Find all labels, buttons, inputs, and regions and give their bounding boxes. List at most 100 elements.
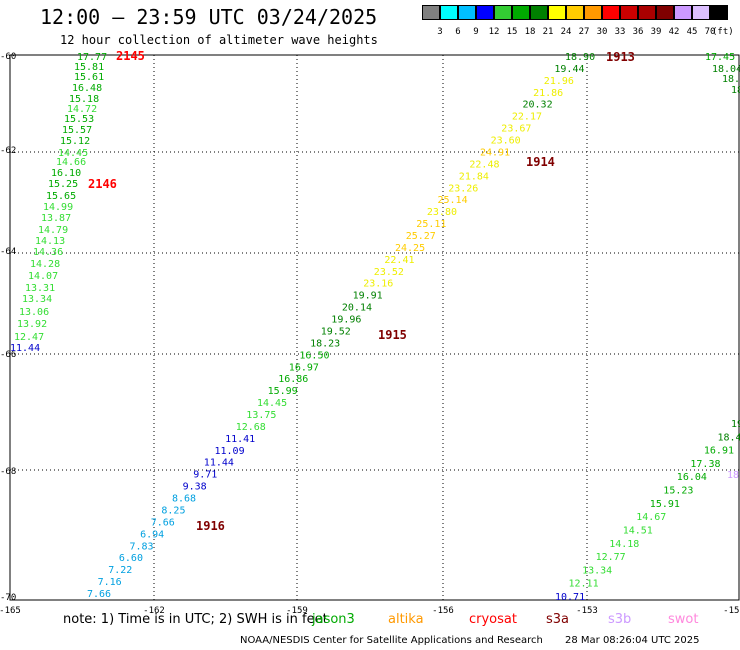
legend-swatch [638, 5, 656, 20]
lat-tick-label: -62 [0, 146, 16, 156]
legend-label: 18 [524, 27, 536, 37]
swh-label: 14.45 [58, 148, 88, 159]
legend-swatch [584, 5, 602, 20]
satellite-legend-item: s3b [608, 612, 632, 627]
swh-label: 11.41 [225, 434, 255, 445]
swh-label: 23.26 [448, 183, 478, 194]
legend-label: 30 [596, 27, 608, 37]
legend-swatch [692, 5, 710, 20]
lon-tick-label: -159 [286, 606, 308, 616]
swh-label: 21.86 [533, 88, 563, 99]
swh-label: 8.25 [161, 506, 185, 517]
legend-label: 36 [632, 27, 644, 37]
swh-label: 22.41 [384, 255, 414, 266]
lon-labels: -165 -162 -159 -156 -153 -150 [0, 606, 740, 616]
swh-label: 25.14 [438, 195, 468, 206]
swh-label: 17.45 [705, 52, 735, 63]
swh-label: 13.34 [22, 294, 52, 305]
swh-label: 19.96 [331, 315, 361, 326]
satellite-legend-item: altika [388, 612, 424, 627]
swh-label: 11.44 [10, 343, 40, 354]
footer-org: NOAA/NESDIS Center for Satellite Applica… [240, 635, 543, 646]
swh-label: 15.99 [268, 386, 298, 397]
lat-tick-label: -66 [0, 350, 16, 360]
swh-label: 18.04 [712, 64, 740, 75]
pass-id-label: 1916 [196, 519, 225, 533]
swh-label: 10.71 [555, 592, 585, 603]
legend-swatch [422, 5, 440, 20]
swh-label: 25.11 [416, 219, 446, 230]
swh-label: 19.52 [321, 327, 351, 338]
swh-label: 20.14 [342, 303, 372, 314]
footer-timestamp: 28 Mar 08:26:04 UTC 2025 [565, 635, 700, 646]
swh-label: 18 [727, 470, 739, 481]
pass-id-label: 1913 [606, 50, 635, 64]
swh-label: 16.91 [704, 446, 734, 457]
swh-label: 6.60 [119, 553, 143, 564]
swh-label: 19.91 [353, 291, 383, 302]
swh-label: 23.67 [501, 124, 531, 135]
swh-label: 15.61 [74, 72, 104, 83]
swh-label: 14.99 [43, 202, 73, 213]
swh-label: 9.38 [183, 482, 207, 493]
swh-label: 23.52 [374, 267, 404, 278]
swh-label: 14.07 [28, 271, 58, 282]
lon-tick-label: -165 [0, 606, 21, 616]
swh-label: 11.09 [215, 446, 245, 457]
legend-label: 9 [473, 27, 479, 37]
pass-id-label: 2146 [88, 177, 117, 191]
satellite-legend-item: swot [668, 612, 699, 627]
swh-label: 12.11 [569, 579, 599, 590]
swh-label: 16.86 [278, 374, 308, 385]
swh-label: 22.17 [512, 112, 542, 123]
lat-tick-label: -70 [0, 593, 16, 603]
swh-label: 14.66 [56, 157, 86, 168]
legend-label: 45 [686, 27, 698, 37]
legend-label: 24 [560, 27, 572, 37]
legend-swatch [674, 5, 692, 20]
legend-swatch [620, 5, 638, 20]
swh-label: 20.32 [523, 100, 553, 111]
legend-swatch [494, 5, 512, 20]
swh-label: 14.51 [623, 526, 653, 537]
swh-label: 14.18 [609, 539, 639, 550]
satellite-legend-item: jason3 [312, 612, 355, 627]
legend-label: 27 [578, 27, 590, 37]
lat-tick-label: -60 [0, 52, 16, 62]
legend-swatch [476, 5, 494, 20]
swh-label: 6.94 [140, 529, 164, 540]
swh-label: 19.44 [554, 64, 584, 75]
swh-label: 12.77 [596, 552, 626, 563]
legend-swatch [710, 5, 728, 20]
swh-label: 13.87 [41, 213, 71, 224]
swh-label: 23.16 [363, 279, 393, 290]
swh-label: 13.92 [17, 319, 47, 330]
swh-label: 17.38 [690, 459, 720, 470]
swh-label: 13.75 [246, 410, 276, 421]
swh-label: 13.06 [19, 307, 49, 318]
legend-label: 3 [437, 27, 443, 37]
swh-label: 7.16 [98, 577, 122, 588]
lat-tick-label: -64 [0, 247, 16, 257]
legend-label: 21 [542, 27, 554, 37]
swh-label: 18.4 [718, 432, 740, 443]
lon-tick-label: -153 [576, 606, 598, 616]
swh-label: 16.97 [289, 362, 319, 373]
swh-label: 11.44 [204, 458, 234, 469]
swh-label: 14.72 [67, 104, 97, 115]
swh-label: 7.66 [87, 589, 111, 600]
swh-label: 16.10 [51, 168, 81, 179]
legend-swatch [548, 5, 566, 20]
map-frame [9, 54, 740, 601]
legend-label: 12 [488, 27, 500, 37]
pass-id-label: 1914 [526, 155, 555, 169]
swh-label: 15.81 [74, 62, 104, 73]
swh-label: 15.23 [663, 486, 693, 497]
swh-label: 7.66 [151, 517, 175, 528]
swh-label: 18 [731, 85, 740, 96]
legend-label: 33 [614, 27, 626, 37]
legend-label: 15 [506, 27, 518, 37]
note-text: note: 1) Time is in UTC; 2) SWH is in fe… [63, 612, 328, 627]
swh-label: 24.25 [395, 243, 425, 254]
